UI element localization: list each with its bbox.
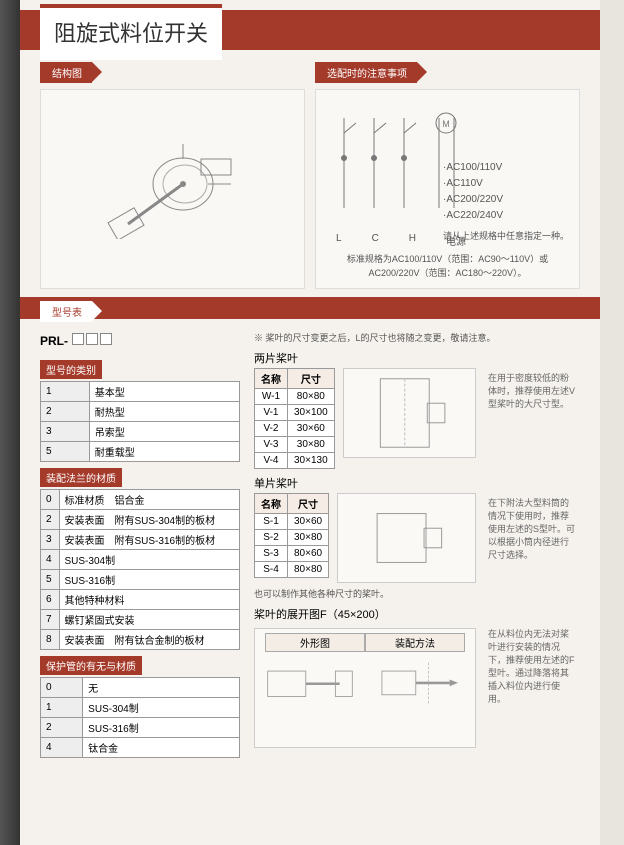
page-title: 阻旋式料位开关: [40, 4, 222, 60]
section-structure: 结构图: [40, 62, 92, 83]
two-blade-title: 两片桨叶: [254, 350, 580, 366]
one-blade-note: 在下附法大型料筒的情况下使用时，推荐使用左述的S型叶。可以根据小筒内径进行尺寸选…: [484, 493, 580, 566]
one-blade-table: 名称尺寸 S-130×60 S-230×80 S-380×60 S-480×80: [254, 493, 329, 578]
foldout-note: 在从料位内无法对桨叶进行安装的情况下，推荐使用左述的F型叶。通过降落将其插入料位…: [484, 624, 580, 710]
two-blade-sketch: [343, 368, 476, 458]
section-wiring: 选配时的注意事项: [315, 62, 417, 83]
voltage-list: ·AC100/110V ·AC110V ·AC200/220V ·AC220/2…: [443, 160, 569, 244]
foldout-title: 桨叶的展开图F（45×200）: [254, 606, 580, 622]
two-blade-note: 在用于密度较低的粉体时，推荐使用左述V型桨叶的大尺寸型。: [484, 368, 580, 415]
top-note: ※ 桨叶的尺寸变更之后，L的尺寸也将随之变更，敬请注意。: [254, 331, 580, 344]
wiring-diagram: M ·AC100/110V ·AC110V ·AC200/220V ·AC220…: [315, 89, 580, 289]
voltage-opt: ·AC220/240V: [443, 208, 569, 224]
flange-table: 0标准材质 铝合金 2安装表面 附有SUS-304制的板材 3安装表面 附有SU…: [40, 489, 240, 650]
terminal-label: L: [336, 233, 342, 248]
terminal-label: H: [409, 233, 416, 248]
svg-text:M: M: [442, 119, 450, 129]
section-model: 型号表: [40, 301, 92, 322]
foldout-col1: 外形图: [265, 633, 365, 652]
structure-diagram: [40, 89, 305, 289]
type-header: 型号的类别: [40, 360, 102, 379]
model-prefix: PRL-: [40, 333, 240, 348]
tube-table: 0无 1SUS-304制 2SUS-316制 4钛合金: [40, 677, 240, 758]
one-blade-title: 单片桨叶: [254, 475, 580, 491]
two-blade-table: 名称尺寸 W-180×80 V-130×100 V-230×60 V-330×8…: [254, 368, 335, 469]
voltage-opt: ·AC100/110V: [443, 160, 569, 176]
one-blade-sketch: [337, 493, 476, 583]
voltage-opt: ·AC110V: [443, 176, 569, 192]
terminal-label: 电源: [446, 233, 466, 248]
foldout-diagram: 外形图 装配方法: [254, 628, 476, 748]
foldout-col2: 装配方法: [365, 633, 465, 652]
terminal-label: C: [372, 233, 379, 248]
voltage-opt: ·AC200/220V: [443, 192, 569, 208]
flange-header: 装配法兰的材质: [40, 468, 122, 487]
wiring-footer: 标准规格为AC100/110V（范围：AC90～110V）或 AC200/220…: [324, 252, 571, 280]
custom-note: 也可以制作其他各种尺寸的桨叶。: [254, 587, 580, 600]
type-table: 1基本型 2耐热型 3吊索型 5耐重载型: [40, 381, 240, 462]
tube-header: 保护管的有无与材质: [40, 656, 142, 675]
